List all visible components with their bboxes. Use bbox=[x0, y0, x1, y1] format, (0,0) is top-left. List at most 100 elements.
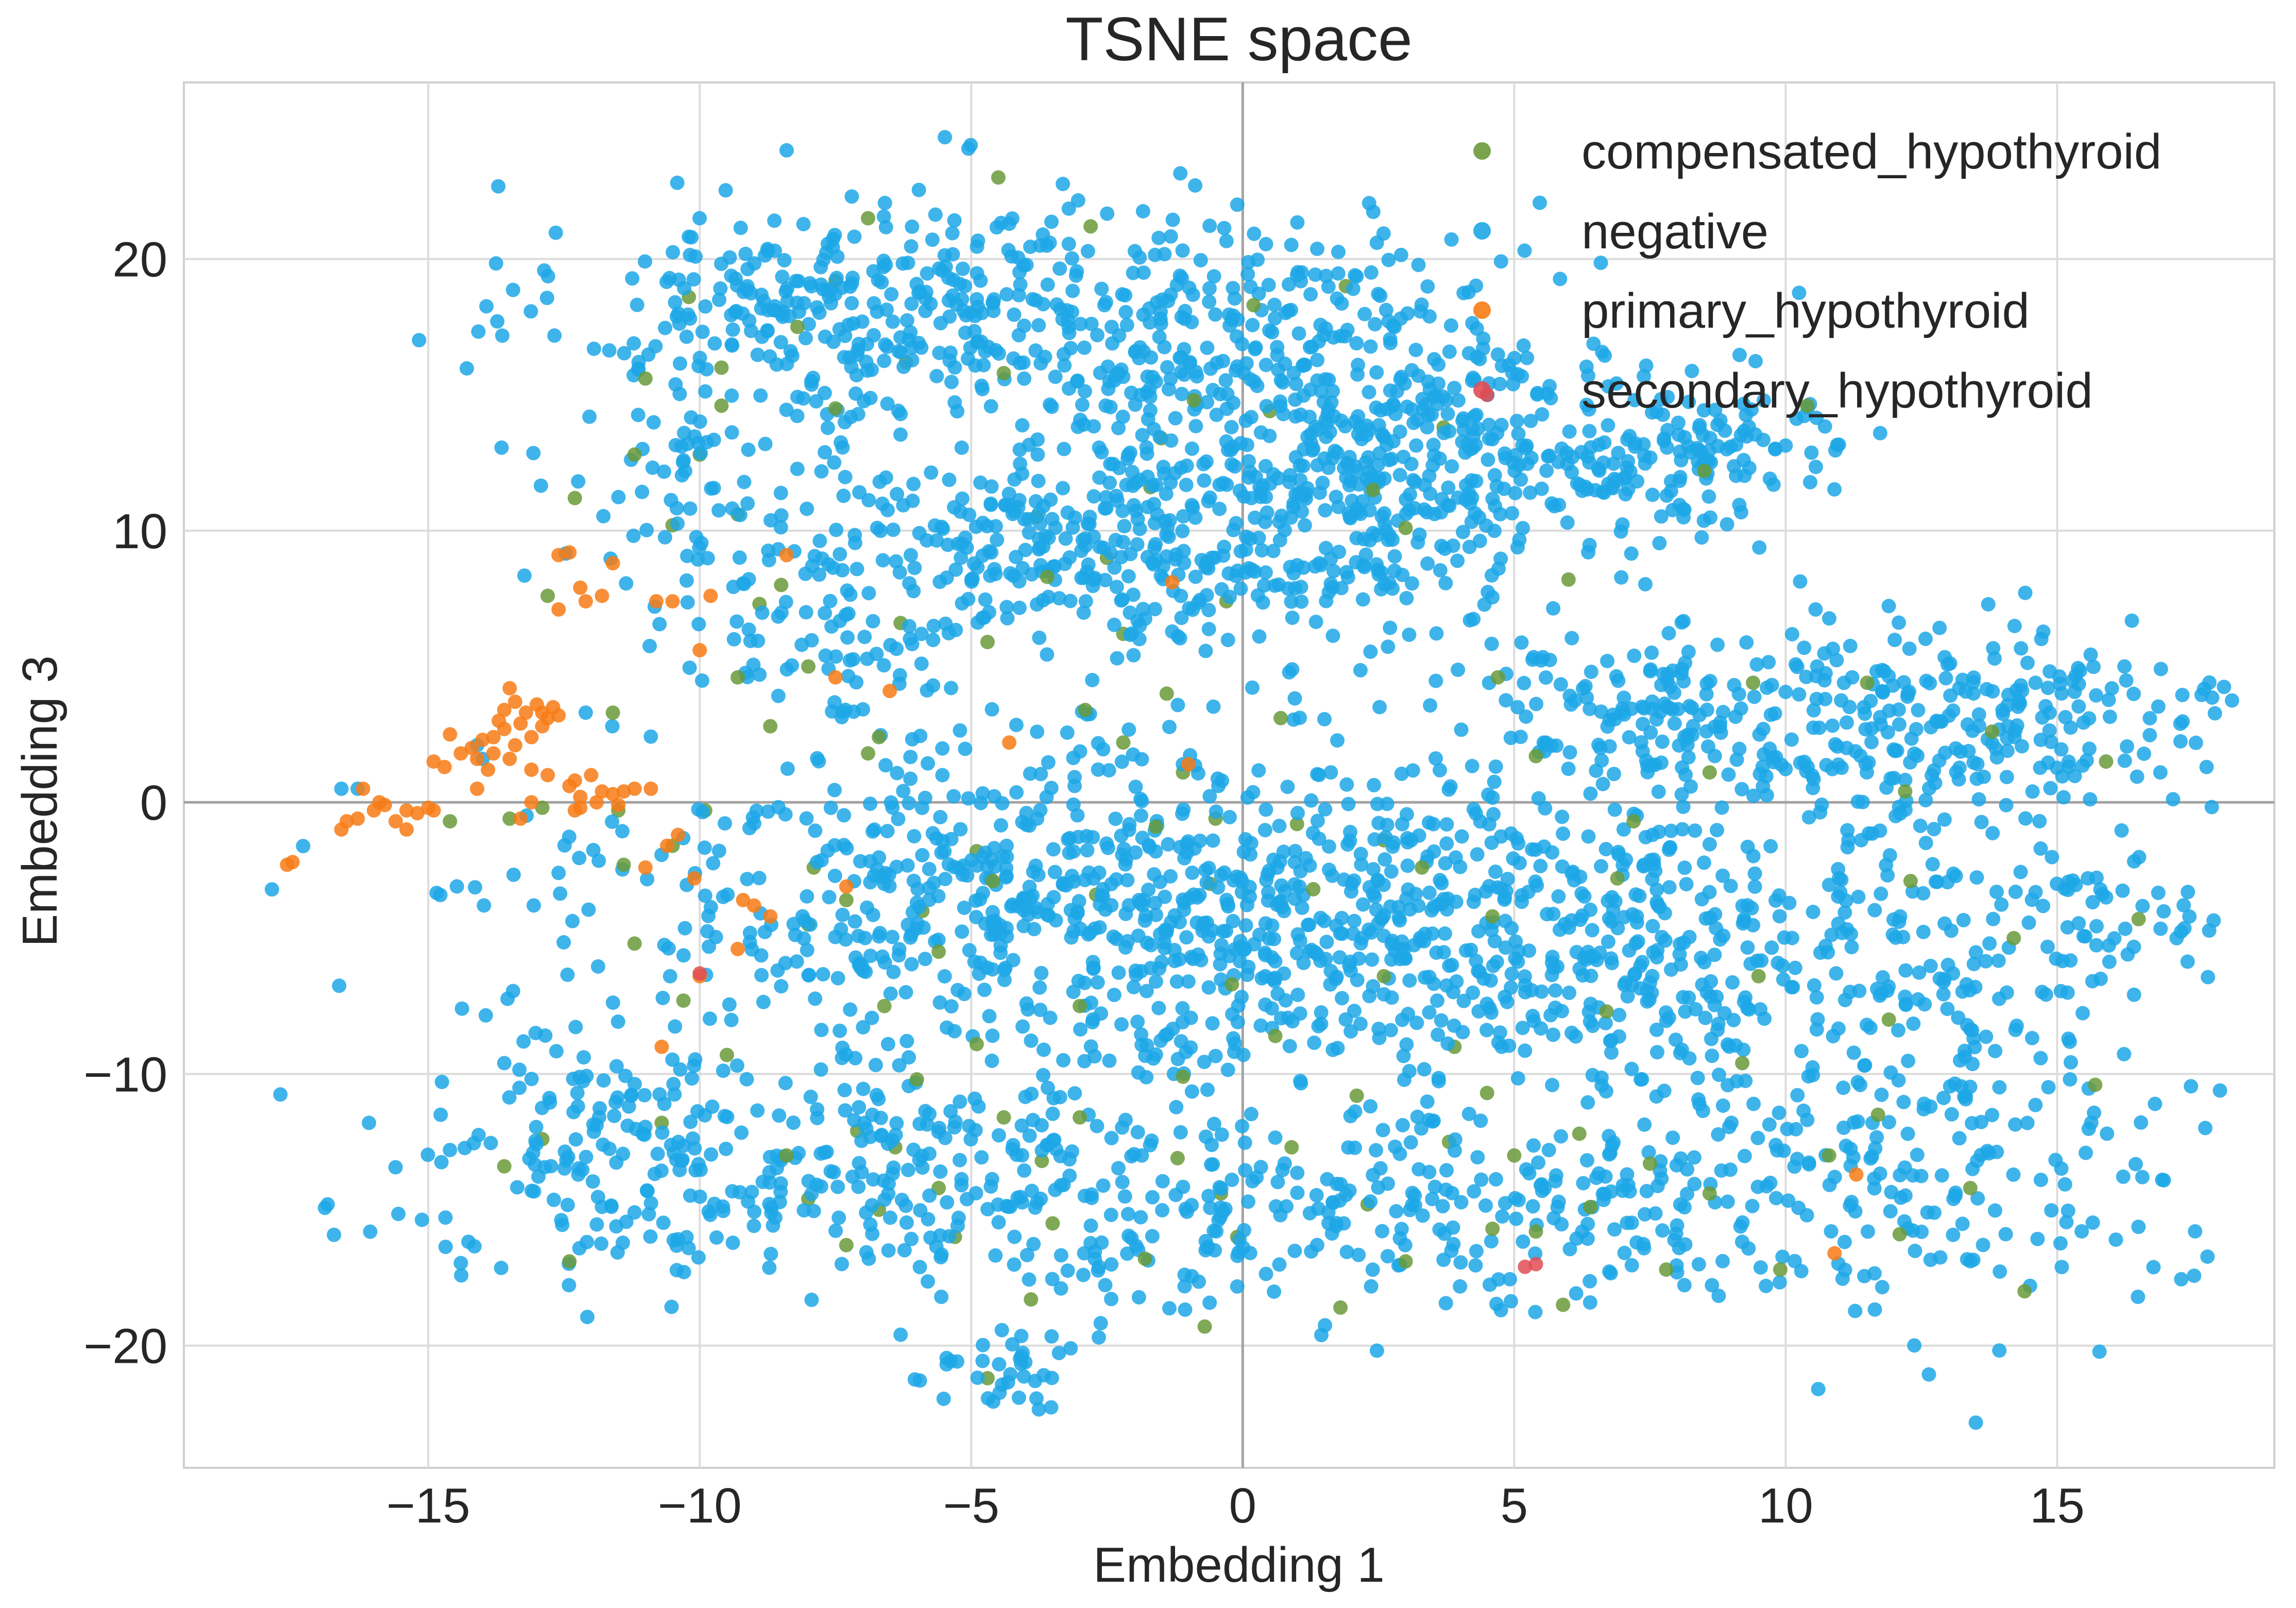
compensated-hypothyroid-point bbox=[720, 1047, 734, 1062]
negative-point bbox=[1406, 473, 1421, 488]
negative-point bbox=[1479, 1023, 1494, 1038]
negative-point bbox=[1230, 1279, 1245, 1294]
negative-point bbox=[828, 929, 843, 944]
negative-point bbox=[779, 402, 794, 417]
negative-point bbox=[779, 662, 794, 677]
negative-point bbox=[1017, 371, 1032, 386]
negative-point bbox=[698, 1108, 712, 1123]
negative-point bbox=[1230, 1248, 1245, 1263]
negative-point bbox=[1013, 277, 1028, 292]
legend-label: negative bbox=[1581, 204, 1768, 259]
negative-point bbox=[1668, 1032, 1683, 1047]
negative-point bbox=[581, 902, 596, 917]
x-tick-label: −15 bbox=[386, 1478, 470, 1533]
negative-point bbox=[1253, 1018, 1268, 1033]
negative-point bbox=[897, 1243, 912, 1258]
negative-point bbox=[1092, 1259, 1107, 1274]
negative-point bbox=[1083, 1039, 1098, 1054]
negative-point bbox=[1473, 1113, 1488, 1128]
negative-point bbox=[978, 592, 993, 607]
negative-point bbox=[1258, 802, 1273, 817]
negative-point bbox=[539, 291, 554, 306]
negative-point bbox=[976, 358, 991, 373]
negative-point bbox=[1857, 1058, 1872, 1073]
negative-point bbox=[2083, 647, 2098, 662]
primary-hypothyroid-point bbox=[410, 806, 425, 821]
negative-point bbox=[1998, 1227, 2013, 1242]
negative-point bbox=[1654, 678, 1669, 692]
negative-point bbox=[999, 287, 1014, 302]
negative-point bbox=[1153, 316, 1168, 331]
negative-point bbox=[1107, 617, 1121, 632]
negative-point bbox=[844, 360, 859, 375]
negative-point bbox=[1316, 395, 1331, 410]
negative-point bbox=[1952, 760, 1967, 775]
negative-point bbox=[1687, 1150, 1702, 1165]
negative-point bbox=[673, 356, 687, 371]
negative-point bbox=[2089, 688, 2103, 703]
negative-point bbox=[589, 1217, 604, 1232]
negative-point bbox=[1836, 1080, 1851, 1095]
negative-point bbox=[1952, 1131, 1967, 1146]
negative-point bbox=[1891, 1073, 1906, 1088]
negative-point bbox=[1976, 1238, 1991, 1252]
negative-point bbox=[1881, 1115, 1896, 1129]
negative-point bbox=[1510, 1071, 1525, 1086]
negative-point bbox=[1205, 833, 1220, 848]
negative-point bbox=[1504, 967, 1519, 981]
negative-point bbox=[675, 1152, 690, 1167]
negative-point bbox=[1748, 354, 1763, 368]
negative-point bbox=[1487, 774, 1502, 789]
negative-point bbox=[914, 656, 929, 671]
negative-point bbox=[1594, 859, 1608, 874]
negative-point bbox=[670, 516, 685, 531]
negative-point bbox=[1442, 958, 1457, 973]
negative-point bbox=[937, 248, 952, 263]
negative-point bbox=[2049, 951, 2064, 966]
negative-point bbox=[1851, 889, 1866, 904]
negative-point bbox=[1041, 531, 1056, 545]
y-tick-label: −10 bbox=[83, 1047, 167, 1102]
negative-point bbox=[1338, 419, 1353, 434]
negative-point bbox=[848, 1051, 863, 1065]
negative-point bbox=[643, 729, 658, 744]
negative-point bbox=[1702, 885, 1717, 900]
primary-hypothyroid-point bbox=[513, 716, 528, 731]
negative-point bbox=[843, 587, 858, 602]
negative-point bbox=[1434, 1013, 1449, 1028]
negative-point bbox=[1750, 1130, 1765, 1145]
negative-point bbox=[676, 948, 691, 963]
negative-point bbox=[1671, 415, 1686, 430]
negative-point bbox=[1778, 685, 1793, 699]
negative-point bbox=[1335, 991, 1349, 1006]
negative-point bbox=[1921, 1367, 1936, 1382]
negative-point bbox=[1104, 1257, 1119, 1272]
negative-point bbox=[1078, 384, 1092, 399]
negative-point bbox=[1318, 412, 1333, 427]
negative-point bbox=[1550, 1200, 1565, 1215]
negative-point bbox=[970, 1370, 985, 1385]
negative-point bbox=[1375, 1224, 1389, 1239]
negative-point bbox=[890, 766, 905, 781]
negative-point bbox=[832, 1023, 847, 1038]
negative-point bbox=[1388, 407, 1403, 421]
negative-point bbox=[1328, 444, 1342, 459]
negative-point bbox=[1247, 374, 1262, 389]
negative-point bbox=[1214, 1127, 1229, 1142]
compensated-hypothyroid-point bbox=[2017, 1284, 2032, 1299]
negative-point bbox=[999, 1198, 1014, 1213]
negative-point bbox=[1516, 521, 1530, 536]
negative-point bbox=[1027, 922, 1042, 937]
negative-point bbox=[1258, 1266, 1273, 1281]
primary-hypothyroid-point bbox=[540, 768, 555, 783]
negative-point bbox=[1422, 885, 1437, 900]
negative-point bbox=[610, 1245, 625, 1260]
negative-point bbox=[1057, 358, 1072, 373]
negative-point bbox=[938, 130, 953, 145]
negative-point bbox=[534, 478, 548, 493]
negative-point bbox=[1892, 717, 1907, 732]
negative-point bbox=[914, 627, 929, 641]
negative-point bbox=[1879, 858, 1894, 873]
negative-point bbox=[1211, 880, 1226, 895]
negative-point bbox=[2035, 985, 2049, 1000]
